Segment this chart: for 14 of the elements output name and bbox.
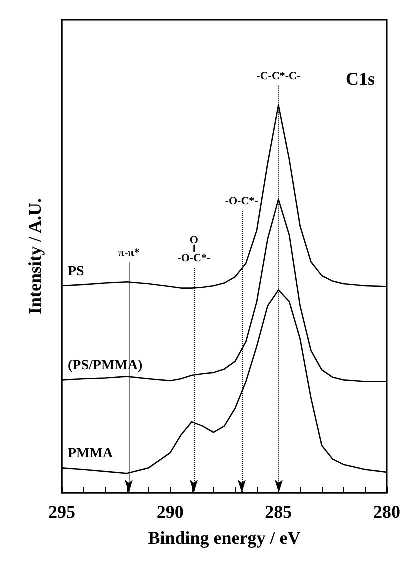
x-tick-label: 285 bbox=[265, 502, 292, 522]
series-label: (PS/PMMA) bbox=[68, 358, 143, 374]
ref-line-label: π-π* bbox=[118, 247, 140, 260]
x-axis-title: Binding energy / eV bbox=[148, 528, 301, 548]
ref-line-label: -C-C*-C- bbox=[256, 70, 301, 82]
x-tick-label: 290 bbox=[156, 502, 184, 522]
ref-line-label: O ‖ -O-C*- bbox=[178, 234, 211, 265]
ref-line-label: -O-C*- bbox=[225, 196, 259, 208]
x-tick-label: 280 bbox=[374, 502, 400, 522]
y-axis-title: Intensity / A.U. bbox=[25, 198, 45, 315]
text: C1s bbox=[346, 69, 376, 89]
series-label: PMMA bbox=[68, 446, 114, 462]
series-label: PS bbox=[68, 264, 85, 280]
x-tick-label: 295 bbox=[48, 502, 76, 522]
